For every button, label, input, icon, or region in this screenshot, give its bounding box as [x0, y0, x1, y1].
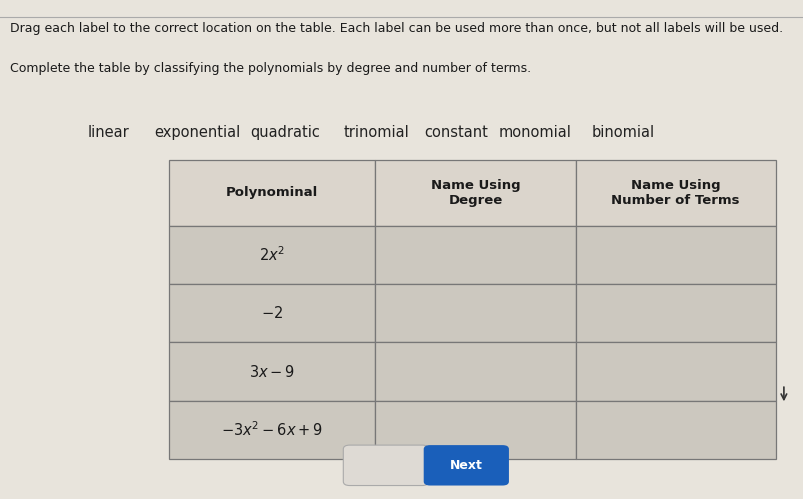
Text: linear: linear [88, 125, 129, 140]
Bar [169, 160, 375, 226]
Text: exponential: exponential [153, 125, 240, 140]
Text: $-3x^2 - 6x + 9$: $-3x^2 - 6x + 9$ [221, 421, 323, 439]
Bar [169, 401, 375, 459]
Text: Name Using
Degree: Name Using Degree [430, 179, 520, 207]
Text: Name Using
Number of Terms: Name Using Number of Terms [611, 179, 739, 207]
Text: monomial: monomial [498, 125, 570, 140]
Bar [375, 342, 575, 401]
Text: quadratic: quadratic [251, 125, 320, 140]
Text: binomial: binomial [591, 125, 654, 140]
Text: Polynominal: Polynominal [226, 186, 318, 199]
Bar [575, 342, 775, 401]
Text: $3x - 9$: $3x - 9$ [249, 363, 295, 380]
Text: Next: Next [450, 459, 482, 472]
Text: Drag each label to the correct location on the table. Each label can be used mor: Drag each label to the correct location … [10, 22, 782, 35]
FancyBboxPatch shape [343, 445, 428, 486]
Bar [375, 160, 575, 226]
Text: trinomial: trinomial [343, 125, 409, 140]
Bar [169, 342, 375, 401]
Bar [575, 284, 775, 342]
Text: $-2$: $-2$ [261, 305, 283, 321]
Bar [375, 401, 575, 459]
Bar [575, 401, 775, 459]
Text: Complete the table by classifying the polynomials by degree and number of terms.: Complete the table by classifying the po… [10, 62, 530, 75]
Text: constant: constant [423, 125, 487, 140]
Bar [575, 226, 775, 284]
Bar [575, 160, 775, 226]
Bar [375, 226, 575, 284]
Text: $2x^2$: $2x^2$ [259, 246, 285, 264]
Bar [375, 284, 575, 342]
Bar [169, 284, 375, 342]
FancyBboxPatch shape [423, 445, 508, 486]
Bar [169, 226, 375, 284]
